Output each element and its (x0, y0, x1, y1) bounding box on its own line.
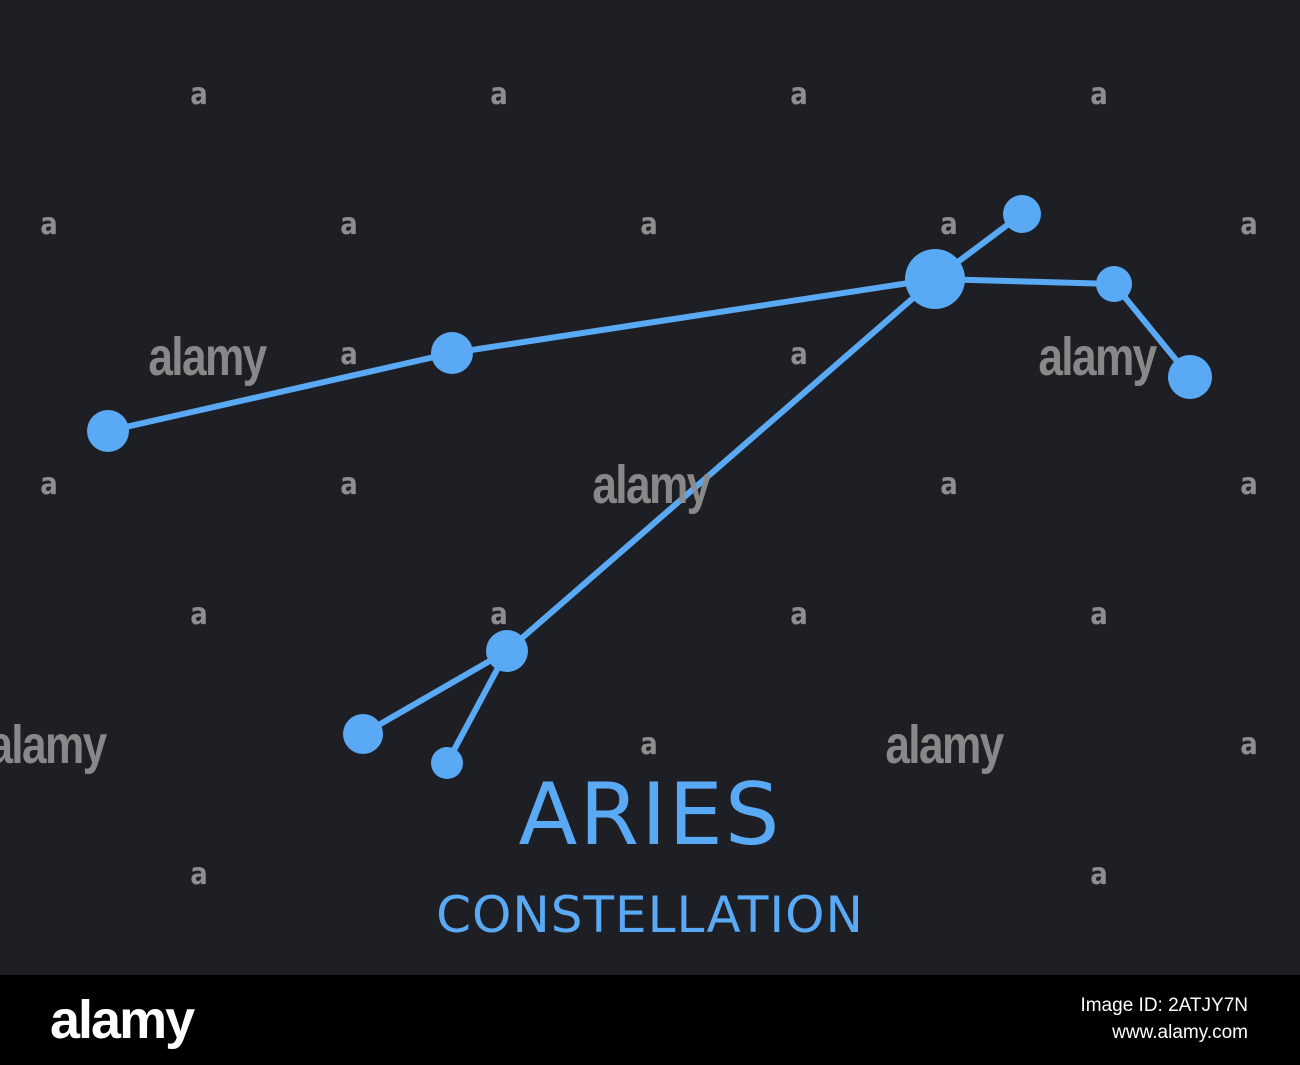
star-5 (1096, 266, 1132, 302)
star-1 (87, 410, 129, 452)
constellation-line-6 (504, 276, 938, 654)
watermark-mark: a (40, 467, 58, 503)
star-7 (486, 630, 528, 672)
constellation-subtitle: CONSTELLATION (436, 886, 864, 944)
watermark-mark: a (490, 597, 508, 633)
watermark-logo: alamy (0, 715, 107, 775)
watermark-mark: a (340, 207, 358, 243)
watermark-mark: a (340, 467, 358, 503)
watermark-mark: a (1240, 727, 1258, 763)
watermark-mark: a (1240, 467, 1258, 503)
image-id-label: Image ID: 2ATJY7N (1080, 995, 1248, 1016)
footer-info: Image ID: 2ATJY7N www.alamy.com (1080, 993, 1248, 1046)
watermark-mark: a (1090, 597, 1108, 633)
watermark-mark: a (790, 337, 808, 373)
watermark-mark: a (640, 727, 658, 763)
constellation-line-2 (449, 276, 938, 356)
star-8 (343, 714, 383, 754)
watermark-mark: a (1090, 77, 1108, 113)
watermark-mark: a (190, 857, 208, 893)
site-url-link[interactable]: www.alamy.com (1112, 1021, 1248, 1043)
constellation-line-8 (444, 648, 510, 766)
star-2 (431, 332, 473, 374)
watermark-mark: a (40, 207, 58, 243)
watermark-logo: alamy (592, 455, 711, 515)
star-6 (1168, 355, 1212, 399)
watermark-mark: a (790, 597, 808, 633)
watermark-mark: a (940, 467, 958, 503)
watermark-logo: alamy (1038, 327, 1157, 387)
watermark-mark: a (790, 77, 808, 113)
watermark-mark: a (1240, 207, 1258, 243)
constellation-line-1 (105, 350, 455, 434)
star-3 (905, 249, 965, 309)
watermark-mark: a (190, 597, 208, 633)
watermark-mark: a (640, 207, 658, 243)
constellation-diagram (87, 195, 1212, 779)
watermark-mark: a (1090, 857, 1108, 893)
star-9 (431, 747, 463, 779)
star-4 (1003, 195, 1041, 233)
stock-footer-bar: alamy Image ID: 2ATJY7N www.alamy.com (0, 975, 1300, 1065)
watermark-mark: a (490, 77, 508, 113)
watermark-mark: a (340, 337, 358, 373)
footer-logo[interactable]: alamy (50, 990, 195, 1050)
watermark-logo: alamy (885, 715, 1004, 775)
watermark-logo: alamy (148, 327, 267, 387)
watermark-mark: a (940, 207, 958, 243)
constellation-stars (87, 195, 1212, 779)
constellation-title: ARIES (518, 765, 782, 865)
watermark-mark: a (190, 77, 208, 113)
constellation-line-7 (360, 648, 510, 737)
